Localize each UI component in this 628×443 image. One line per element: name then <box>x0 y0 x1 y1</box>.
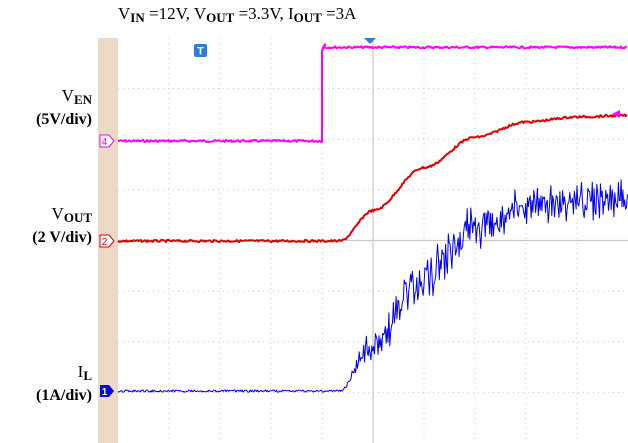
svg-text:1: 1 <box>102 387 108 398</box>
graticule <box>118 38 628 443</box>
il-label: IL (1A/div) <box>36 362 92 404</box>
traces <box>117 43 628 393</box>
chart-title: VIN =12V, VOUT =3.3V, IOUT =3A <box>118 4 357 25</box>
svg-text:T: T <box>197 46 204 58</box>
trace-ch1 <box>117 179 628 393</box>
trace-ch4 <box>117 43 627 144</box>
ch4-marker: 4 <box>99 134 115 148</box>
trigger-position-marker <box>364 38 376 44</box>
ch2-marker: 2 <box>99 234 115 248</box>
svg-text:2: 2 <box>102 237 108 248</box>
trigger-marker: T <box>194 44 207 58</box>
trigger-level-marker <box>612 110 620 118</box>
svg-text:4: 4 <box>102 137 108 148</box>
ven-label: VEN (5V/div) <box>36 86 92 128</box>
vout-label: VOUT (2 V/div) <box>32 204 92 246</box>
ch1-marker: 1 <box>100 385 114 398</box>
trace-ch2 <box>117 113 628 244</box>
